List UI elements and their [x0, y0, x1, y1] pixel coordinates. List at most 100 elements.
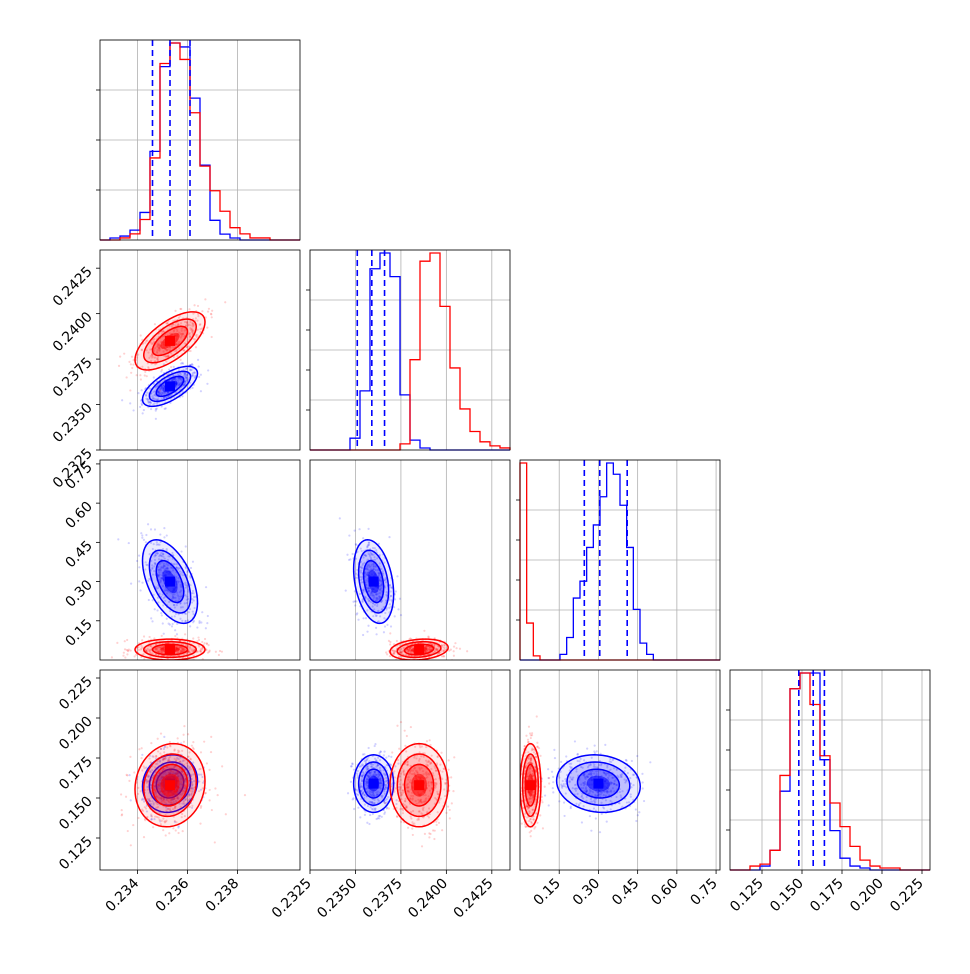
scatter-point [448, 759, 450, 761]
scatter-point [355, 600, 357, 602]
scatter-point [410, 726, 412, 728]
scatter-point [528, 741, 530, 743]
scatter-point [192, 561, 194, 563]
scatter-point [166, 618, 168, 620]
scatter-point [445, 812, 447, 814]
scatter-point [391, 751, 393, 753]
scatter-point [406, 735, 408, 737]
scatter-point [156, 609, 158, 611]
scatter-point [141, 754, 143, 756]
scatter-point [124, 648, 126, 650]
scatter-point [185, 545, 187, 547]
scatter-point [198, 639, 200, 641]
scatter-point [163, 527, 165, 529]
scatter-point [346, 554, 348, 556]
scatter-point [552, 781, 554, 783]
scatter-point [121, 814, 123, 816]
scatter-point [636, 755, 638, 757]
scatter-point [123, 353, 125, 355]
scatter-point [118, 365, 120, 367]
scatter-point [530, 835, 532, 837]
scatter-point [447, 769, 449, 771]
scatter-point [350, 781, 352, 783]
scatter-point [182, 830, 184, 832]
scatter-point [191, 745, 193, 747]
scatter-point [131, 367, 133, 369]
scatter-point [127, 649, 129, 651]
scatter-point [455, 647, 457, 649]
density-peak-red [414, 780, 424, 790]
scatter-point [171, 625, 173, 627]
panel-3-1 [310, 670, 492, 870]
scatter-point [157, 738, 159, 740]
scatter-point [127, 830, 129, 832]
density-peak-red [165, 645, 175, 655]
scatter-point [552, 776, 554, 778]
scatter-point [140, 378, 142, 380]
scatter-point [177, 737, 179, 739]
scatter-point [134, 655, 136, 657]
scatter-point [146, 375, 148, 377]
scatter-point [429, 833, 431, 835]
scatter-point [189, 625, 191, 627]
scatter-point [389, 655, 391, 657]
panel-0-0 [96, 40, 300, 240]
scatter-point [394, 615, 396, 617]
scatter-point [440, 752, 442, 754]
scatter-point [125, 796, 127, 798]
scatter-point [163, 536, 165, 538]
scatter-point [635, 808, 637, 810]
scatter-point [130, 583, 132, 585]
scatter-point [643, 800, 645, 802]
scatter-point [154, 608, 156, 610]
scatter-point [176, 633, 178, 635]
scatter-point [151, 620, 153, 622]
density-peak-red [165, 780, 175, 790]
scatter-point [424, 833, 426, 835]
scatter-point [200, 374, 202, 376]
scatter-point [214, 787, 216, 789]
scatter-point [606, 821, 608, 823]
scatter-point [159, 533, 161, 535]
scatter-point [163, 633, 165, 635]
scatter-point [172, 623, 174, 625]
scatter-point [367, 625, 369, 627]
scatter-point [528, 726, 530, 728]
scatter-point [389, 643, 391, 645]
scatter-point [641, 773, 643, 775]
scatter-point [400, 821, 402, 823]
scatter-point [411, 828, 413, 830]
scatter-point [147, 523, 149, 525]
scatter-point [563, 801, 565, 803]
scatter-point [183, 741, 185, 743]
scatter-point [366, 631, 368, 633]
scatter-point [200, 805, 202, 807]
scatter-point [642, 787, 644, 789]
scatter-point [203, 741, 205, 743]
scatter-point [166, 534, 168, 536]
scatter-point [389, 641, 391, 643]
scatter-point [390, 625, 392, 627]
scatter-point [209, 799, 211, 801]
scatter-point [141, 404, 143, 406]
scatter-point [347, 792, 349, 794]
scatter-point [201, 641, 203, 643]
scatter-point [558, 800, 560, 802]
scatter-point [161, 635, 163, 637]
scatter-point [387, 782, 389, 784]
scatter-point [524, 745, 526, 747]
scatter-point [362, 634, 364, 636]
scatter-point [642, 781, 644, 783]
scatter-point [428, 636, 430, 638]
scatter-point [649, 761, 651, 763]
panel-3-0 [120, 670, 246, 870]
scatter-point [388, 807, 390, 809]
scatter-point [551, 771, 553, 773]
panel-2-0 [111, 460, 238, 664]
scatter-point [383, 631, 385, 633]
scatter-point [124, 656, 126, 658]
scatter-point [160, 732, 162, 734]
scatter-point [206, 327, 208, 329]
scatter-point [128, 780, 130, 782]
scatter-point [197, 636, 199, 638]
